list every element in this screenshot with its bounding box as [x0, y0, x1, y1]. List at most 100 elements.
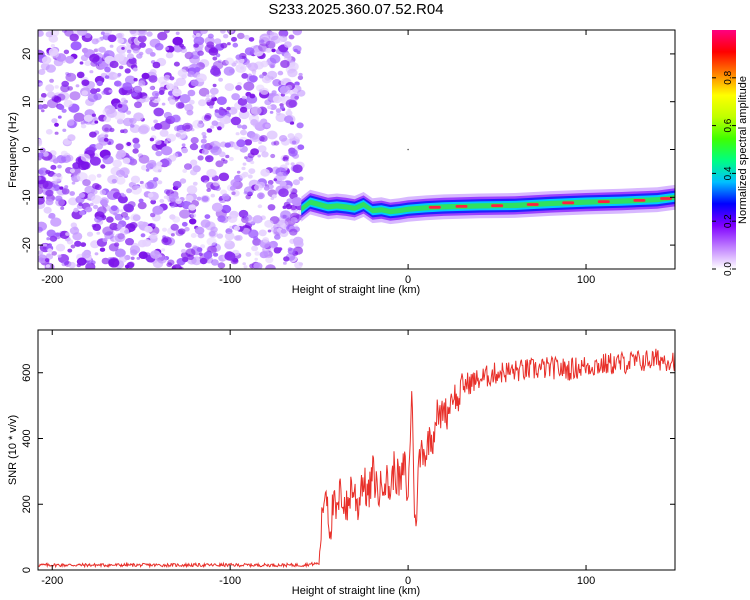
y-tick-label: 20: [21, 48, 33, 60]
noise-speckle: [151, 223, 156, 228]
noise-speckle: [267, 229, 272, 233]
noise-speckle: [237, 81, 242, 86]
noise-speckle: [70, 244, 76, 249]
noise-speckle: [126, 53, 134, 60]
x-tick-label: 100: [577, 575, 595, 587]
noise-speckle: [98, 217, 103, 221]
noise-speckle: [269, 241, 278, 248]
noise-speckle: [287, 248, 296, 255]
noise-speckle: [38, 138, 43, 145]
noise-speckle: [206, 237, 217, 246]
noise-speckle: [86, 146, 96, 155]
noise-speckle: [131, 242, 139, 249]
noise-speckle: [179, 178, 187, 184]
noise-speckle: [259, 251, 269, 259]
noise-speckle: [116, 224, 123, 229]
noise-speckle: [103, 137, 109, 142]
noise-speckle: [190, 213, 197, 218]
noise-speckle: [243, 81, 255, 91]
noise-speckle: [285, 162, 290, 166]
noise-speckle: [117, 52, 126, 59]
noise-speckle: [287, 108, 291, 112]
noise-speckle: [70, 222, 78, 228]
noise-speckle: [192, 119, 203, 129]
noise-speckle: [209, 87, 219, 95]
noise-speckle: [217, 262, 226, 269]
noise-speckle: [275, 108, 282, 113]
noise-speckle: [158, 90, 165, 95]
noise-speckle: [198, 252, 203, 256]
noise-speckle: [164, 140, 168, 144]
noise-speckle: [201, 148, 209, 155]
noise-speckle: [205, 97, 211, 103]
noise-speckle: [288, 34, 295, 40]
noise-speckle: [109, 60, 119, 69]
noise-speckle: [175, 129, 187, 139]
noise-speckle: [122, 117, 133, 127]
noise-speckle: [250, 106, 262, 116]
noise-speckle: [134, 86, 142, 93]
noise-speckle: [279, 105, 285, 110]
noise-speckle: [288, 99, 298, 108]
noise-speckle: [154, 123, 163, 130]
noise-speckle: [218, 172, 230, 182]
noise-speckle: [140, 183, 148, 189]
noise-speckle: [65, 72, 77, 82]
noise-speckle: [53, 96, 62, 103]
noise-speckle: [230, 179, 240, 187]
noise-speckle: [218, 77, 224, 82]
carrier-green: [301, 194, 675, 215]
noise-speckle: [179, 43, 185, 48]
noise-speckle: [75, 84, 80, 88]
carrier-peak: [428, 205, 441, 209]
noise-speckle: [190, 233, 197, 238]
noise-speckle: [57, 115, 62, 119]
noise-speckle: [245, 194, 251, 200]
noise-speckle: [79, 210, 85, 216]
noise-speckle: [125, 206, 131, 212]
noise-speckle: [93, 117, 99, 122]
noise-speckle: [185, 248, 196, 257]
noise-speckle: [221, 158, 225, 162]
noise-speckle: [258, 229, 267, 237]
noise-speckle: [164, 46, 170, 51]
noise-speckle: [38, 179, 49, 189]
noise-speckle: [202, 135, 207, 139]
noise-speckle: [81, 90, 89, 96]
noise-speckle: [38, 152, 44, 158]
noise-speckle: [206, 182, 215, 190]
noise-speckle: [129, 30, 137, 35]
noise-speckle: [68, 197, 78, 206]
noise-speckle: [296, 122, 304, 129]
noise-speckle: [96, 48, 102, 52]
noise-speckle: [248, 229, 259, 239]
noise-speckle: [108, 243, 119, 252]
noise-speckle: [231, 191, 236, 195]
noise-speckle: [293, 246, 303, 255]
noise-speckle: [38, 82, 44, 86]
noise-speckle: [132, 47, 140, 54]
x-tick-label: 0: [405, 274, 411, 286]
noise-speckle: [139, 42, 147, 48]
noise-speckle: [250, 160, 255, 165]
noise-speckle: [50, 217, 62, 227]
noise-speckle: [80, 153, 91, 162]
colorbar-ticks: 0.0 0.2 0.4 0.6 0.8: [712, 70, 736, 276]
noise-speckle: [48, 47, 59, 57]
noise-speckle: [79, 61, 84, 65]
noise-speckle: [38, 226, 43, 233]
noise-speckle: [244, 139, 253, 146]
noise-speckle: [38, 104, 44, 110]
noise-speckle: [282, 171, 289, 177]
noise-speckle: [96, 231, 101, 235]
snr-ticks: -200 -100 0 100 0 200 400 600: [21, 330, 675, 587]
noise-speckle: [124, 215, 130, 221]
noise-speckle: [261, 151, 269, 158]
noise-speckle: [76, 71, 85, 79]
noise-speckle: [264, 75, 271, 81]
noise-speckle: [182, 169, 188, 173]
noise-speckle: [205, 155, 214, 163]
chart-title: S233.2025.360.07.52.R04: [268, 1, 443, 18]
noise-speckle: [67, 248, 73, 253]
noise-speckle: [50, 164, 57, 170]
